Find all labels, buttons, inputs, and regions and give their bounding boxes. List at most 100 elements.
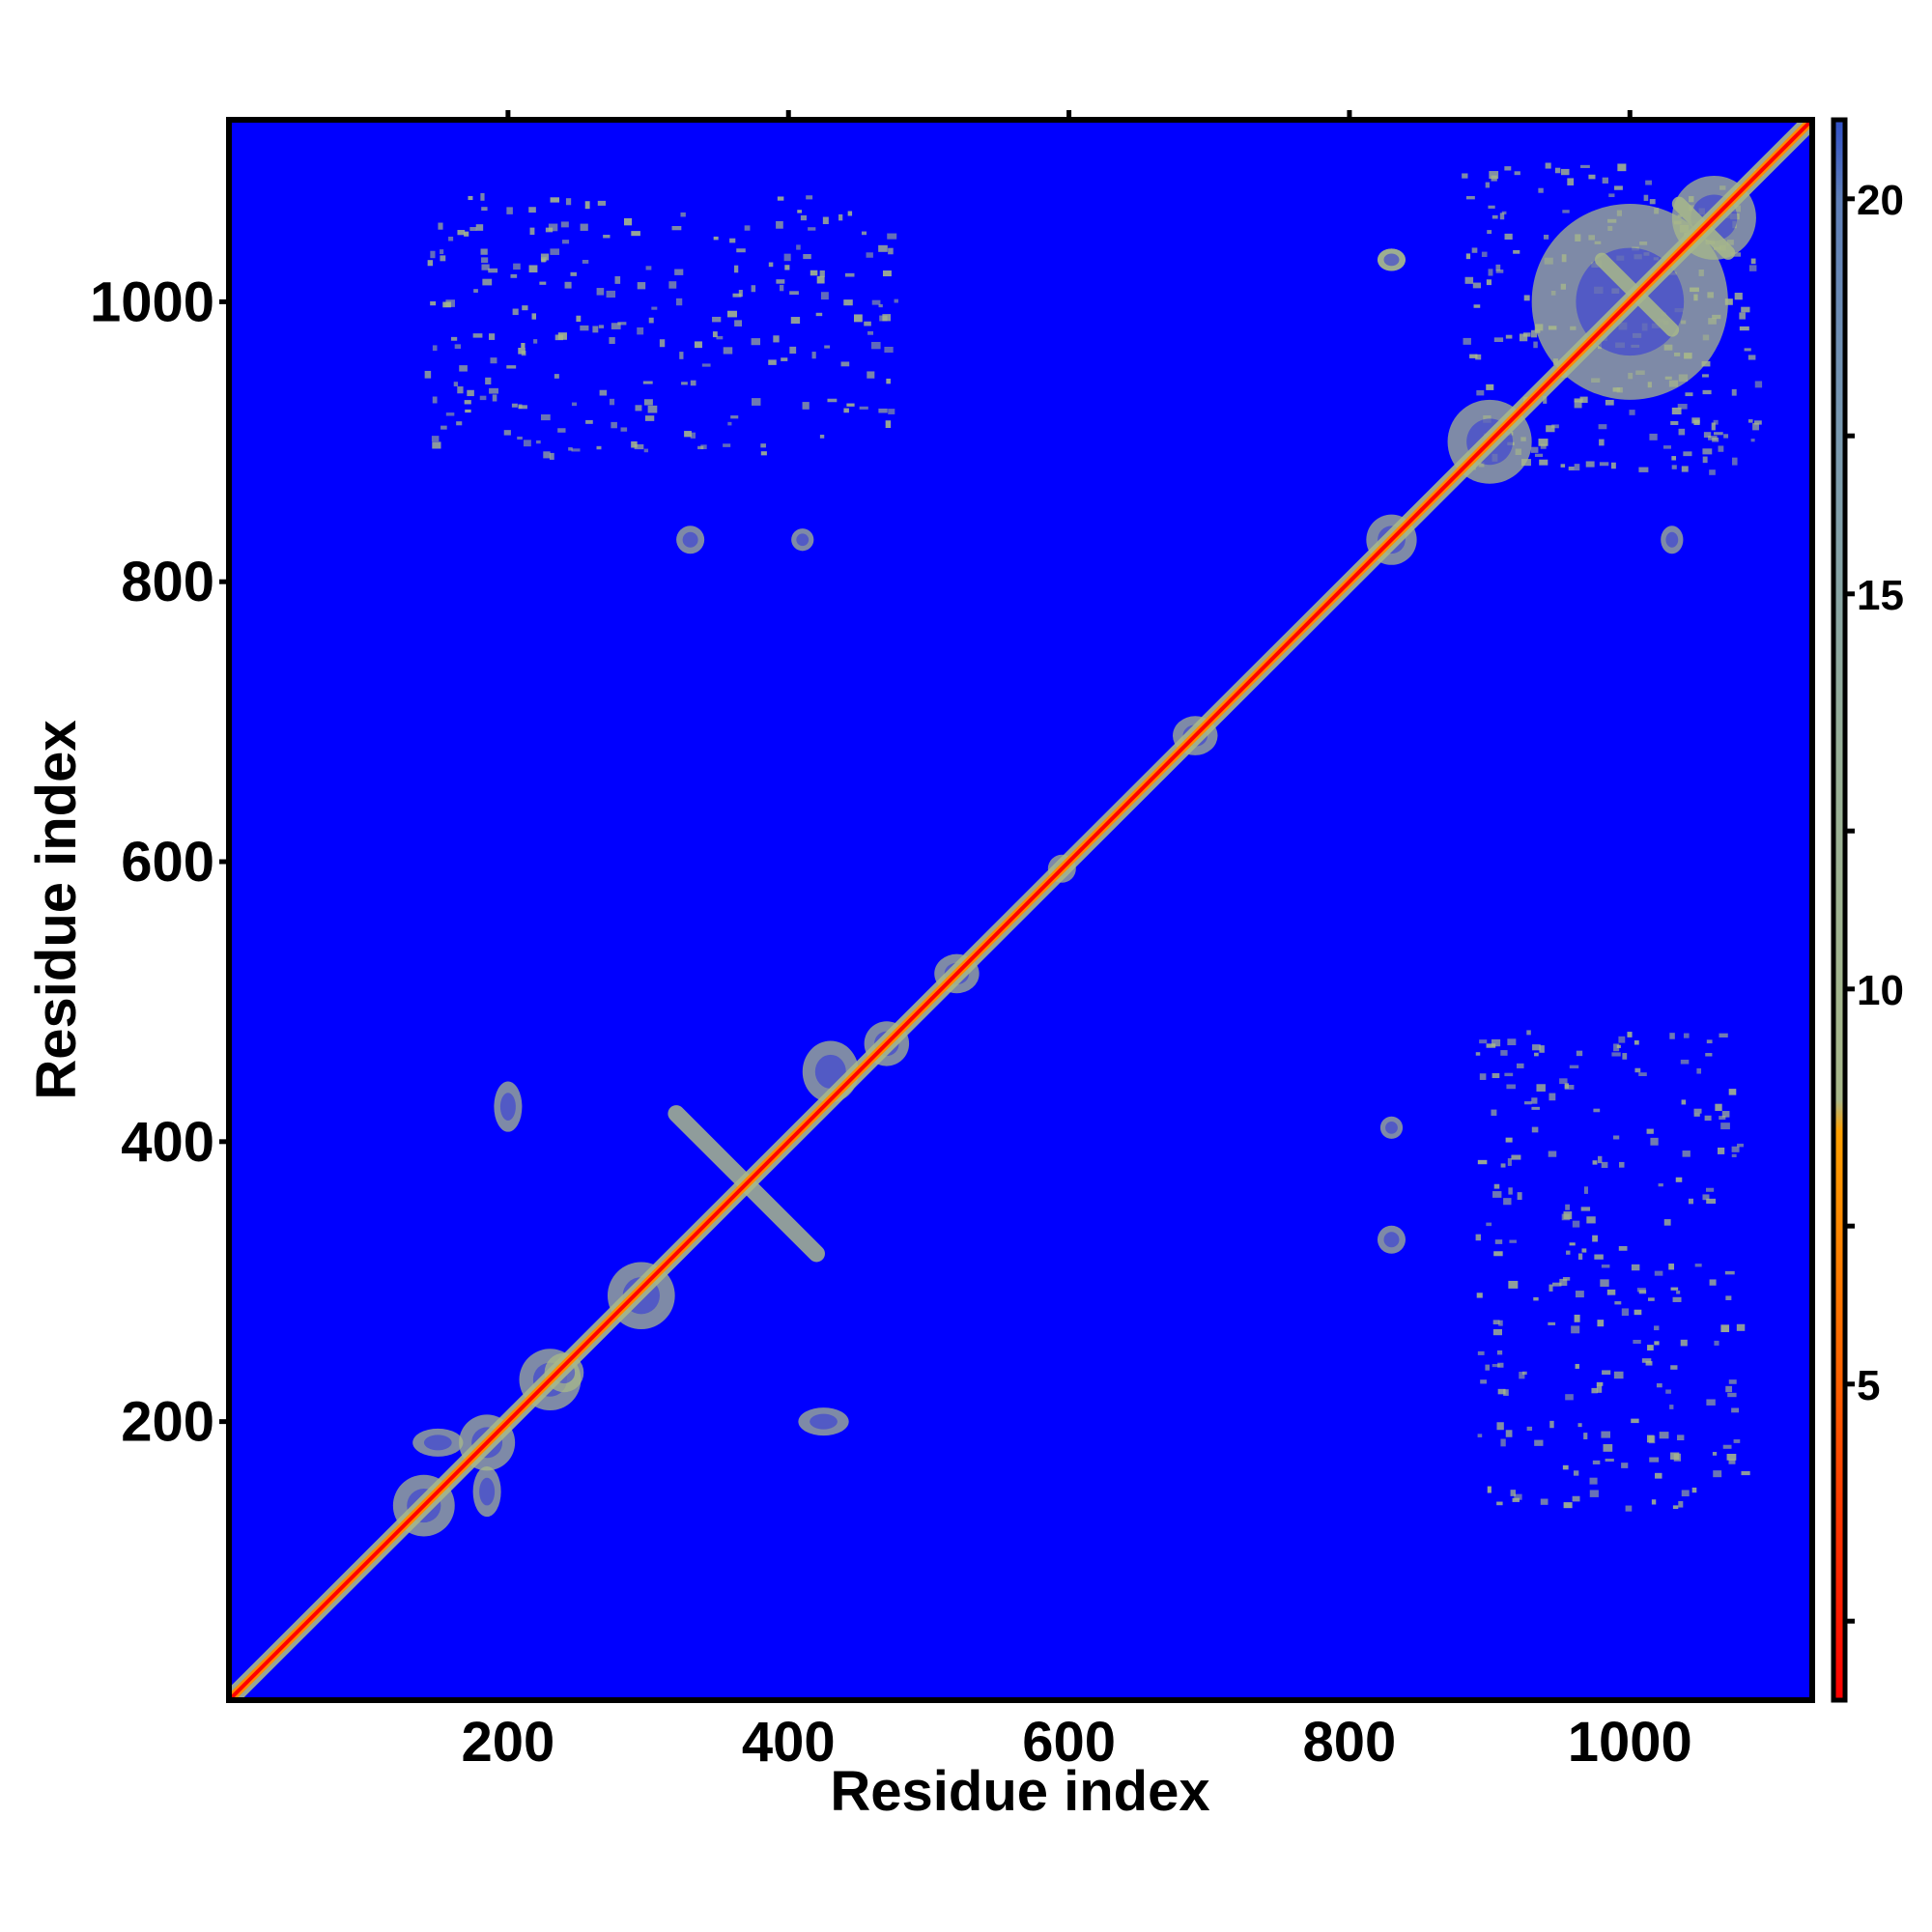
contact-speck [1608,193,1615,198]
contact-blob [1377,1225,1406,1254]
contact-speck [1508,1187,1513,1195]
contact-speck [1605,1458,1614,1462]
contact-speck [1627,1032,1633,1037]
contact-speck [1643,194,1649,201]
contact-speck [1712,437,1719,442]
y-tick-label: 200 [121,1391,214,1454]
contact-blob-core [423,1435,452,1451]
contact-speck [811,352,816,359]
contact-speck [777,196,784,201]
contact-speck [884,346,894,354]
contact-speck [1671,407,1682,415]
contact-speck [492,394,497,402]
contact-speck [1709,1279,1717,1286]
contact-speck [568,447,573,451]
contact-speck [1531,1126,1539,1133]
contact-speck [609,337,615,344]
contact-speck [1574,400,1582,409]
contact-speck [1548,1284,1553,1292]
contact-speck [606,290,616,298]
contact-speck [1485,182,1490,188]
contact-speck [540,253,550,261]
contact-speck [887,233,897,240]
contact-speck [1516,1063,1524,1068]
contact-speck [1649,199,1656,205]
contact-speck [894,298,898,303]
contact-speck [1531,1097,1538,1104]
contact-speck [789,291,799,296]
contact-speck [1475,1234,1481,1241]
contact-speck [1601,1161,1608,1168]
contact-speck [1564,1085,1575,1090]
contact-speck [1752,422,1759,431]
contact-speck [846,403,855,407]
contact-speck [1513,250,1520,254]
contact-speck [1504,233,1513,240]
contact-speck [1546,425,1555,433]
contact-speck [440,255,446,262]
contact-speck [1495,264,1501,271]
contact-speck [843,299,853,306]
contact-speck [1548,1151,1557,1157]
contact-speck [1496,1501,1503,1506]
contact-speck [554,374,559,379]
contact-speck [1479,1039,1488,1044]
x-tick-label: 1000 [1568,1711,1692,1774]
contact-speck [1694,1264,1702,1267]
contact-speck [585,419,593,424]
contact-speck [1581,1248,1587,1253]
contact-speck [1560,464,1566,468]
contact-speck [1524,1101,1532,1105]
contact-speck [1493,1183,1500,1189]
contact-speck [480,192,485,201]
contact-speck [635,405,642,412]
contact-speck [1505,1430,1513,1437]
contact-speck [776,279,785,284]
heatmap-layer [229,120,1812,1700]
contact-speck [468,195,473,201]
contact-speck [760,451,767,456]
y-tick-label: 600 [121,831,214,894]
contact-speck [1572,1495,1580,1502]
contact-speck [723,347,733,355]
contact-speck [1491,1109,1497,1116]
contact-speck [432,345,438,352]
contact-speck [548,223,558,232]
contact-speck [1721,1111,1730,1118]
y-tick-label: 800 [121,551,214,613]
contact-speck [1506,1084,1516,1090]
contact-speck [1633,1339,1641,1344]
contact-speck [1731,388,1737,396]
contact-speck [1719,1116,1726,1121]
contact-speck [1718,445,1724,452]
contact-speck [637,282,646,290]
contact-speck [668,281,677,289]
contact-speck [1702,374,1709,378]
contact-speck [1685,392,1693,397]
contact-speck [1591,1387,1598,1394]
contact-speck [503,430,511,436]
contact-speck [511,403,518,408]
contact-speck [642,381,653,384]
contact-speck [1572,1220,1580,1228]
contact-speck [1507,1038,1517,1046]
contact-speck [1750,439,1755,442]
contact-speck [637,327,644,335]
contact-speck [716,335,724,340]
contact-speck [701,363,711,367]
contact-speck [1731,1153,1737,1158]
contact-speck [808,227,816,231]
contact-speck [1728,1089,1737,1095]
contact-speck [1722,1444,1732,1449]
contact-speck [1477,1159,1488,1165]
contact-speck [820,292,829,300]
contact-blob-core [1383,253,1400,267]
contact-speck [1496,1350,1503,1355]
contact-speck [1592,1235,1598,1242]
contact-speck [634,443,644,450]
contact-speck [438,222,443,230]
contact-speck [1566,1250,1571,1255]
contact-speck [1681,1490,1690,1497]
contact-speck [1672,1505,1679,1510]
contact-speck [864,321,871,327]
